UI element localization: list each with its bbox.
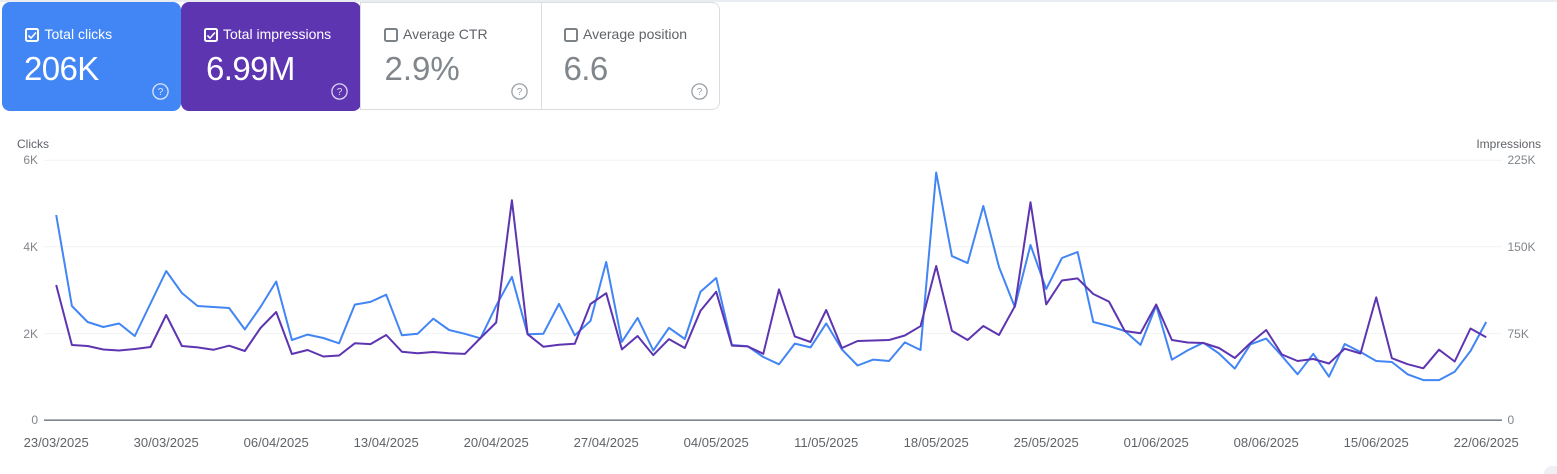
svg-text:?: ?	[696, 87, 702, 98]
svg-text:?: ?	[158, 87, 164, 98]
svg-text:?: ?	[336, 87, 342, 98]
svg-text:?: ?	[516, 87, 522, 98]
